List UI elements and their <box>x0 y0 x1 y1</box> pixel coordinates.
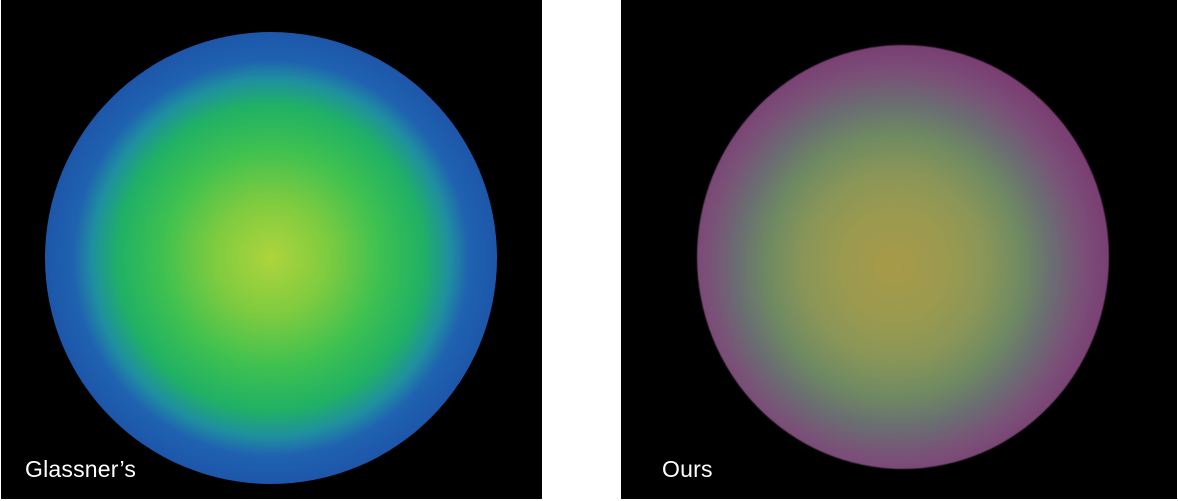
glassner-panel: Glassner’s <box>1 0 542 499</box>
glassner-sphere-render <box>45 32 497 484</box>
ours-caption: Ours <box>662 456 713 482</box>
glassner-caption: Glassner’s <box>25 456 137 482</box>
ours-sphere-render <box>697 45 1109 469</box>
ours-panel: Ours <box>621 0 1177 499</box>
